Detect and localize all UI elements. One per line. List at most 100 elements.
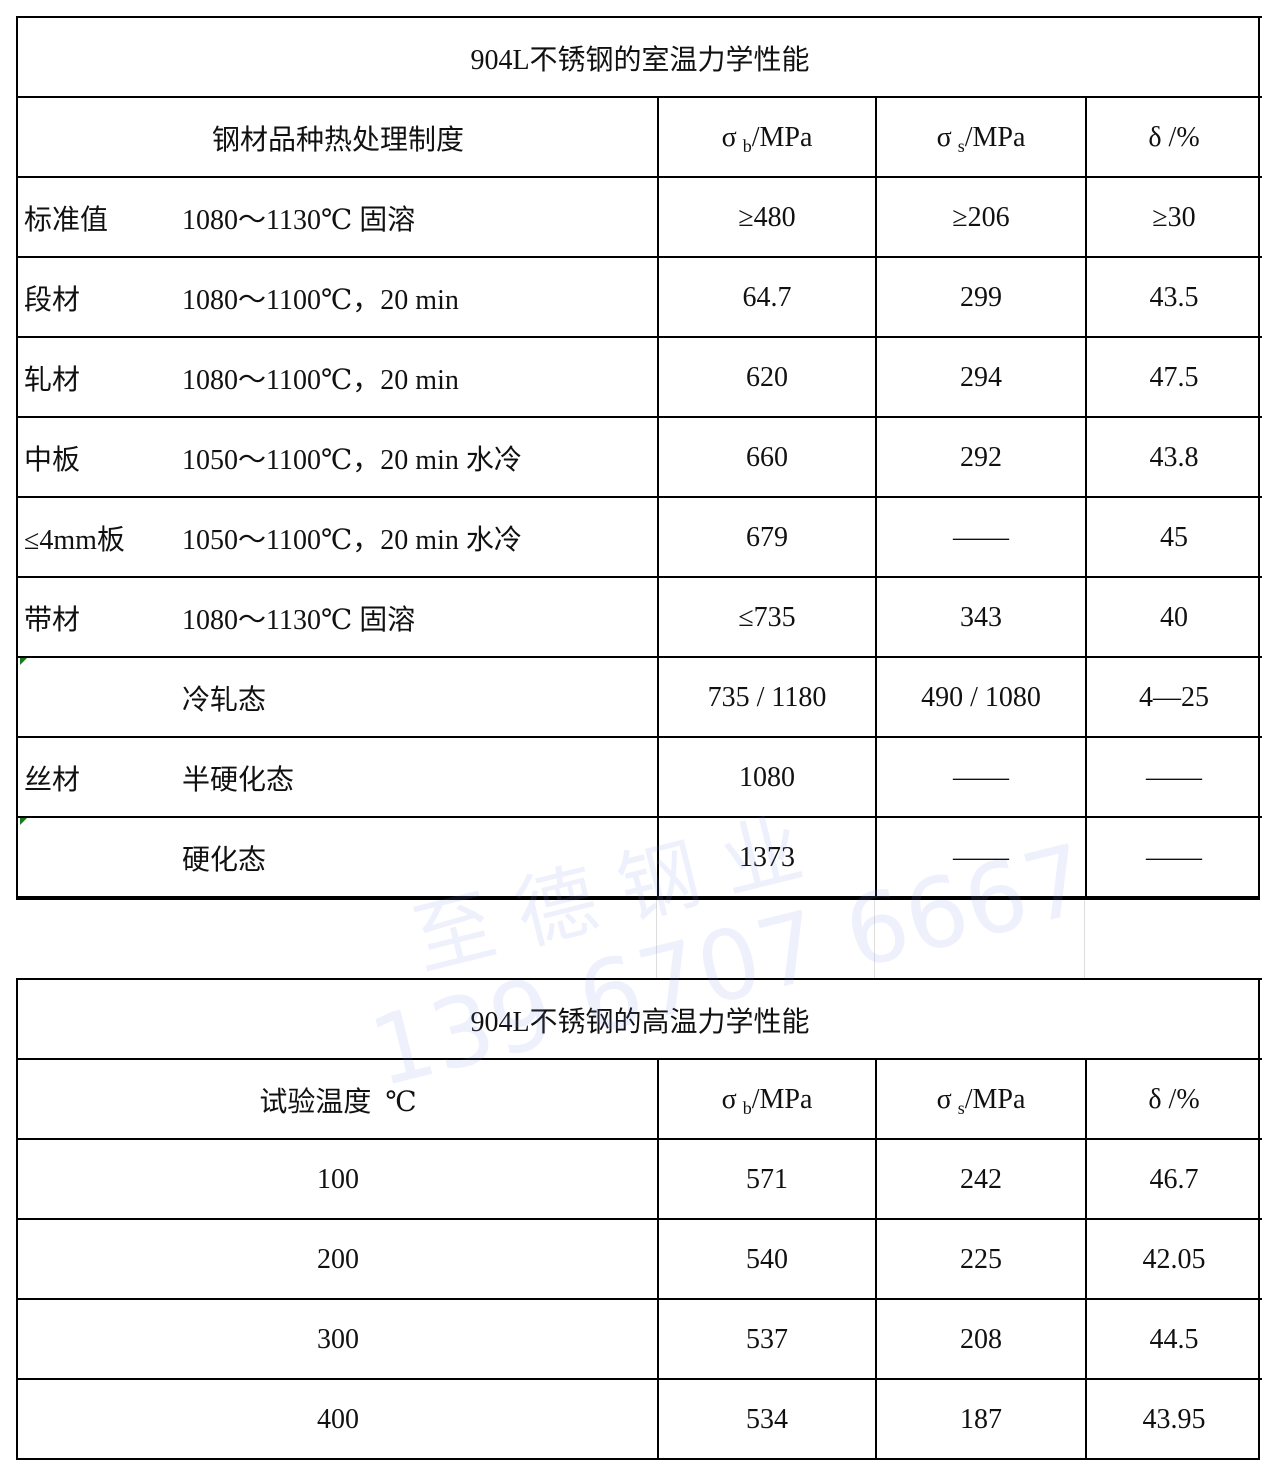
delta-cell: 43.95 [1142, 1404, 1206, 1435]
table-row: 100 571 242 46.7 [18, 1138, 1262, 1218]
treatment-label: 1050～1100℃，20 min 水冷 [182, 445, 522, 476]
delta-cell: 42.05 [1142, 1244, 1206, 1275]
table-row: 中板 1050～1100℃，20 min 水冷 660 292 43.8 [18, 416, 1262, 496]
table-row: ≤4mm板 1050～1100℃，20 min 水冷 679 —— 45 [18, 496, 1262, 576]
sigma-s-cell: —— [953, 842, 1009, 873]
table-row: 硬化态 1373 —— —— [18, 816, 1262, 896]
sigma_s-unit: /MPa [964, 1084, 1026, 1115]
table-row: 300 537 208 44.5 [18, 1298, 1262, 1378]
sigma-b-cell: 735 / 1180 [707, 682, 827, 713]
temperature-cell: 100 [317, 1164, 359, 1195]
sigma_s-sub: s [957, 1097, 965, 1118]
delta-cell: 43.8 [1149, 442, 1199, 473]
delta-cell: 4—25 [1139, 682, 1209, 713]
sigma-s-cell: 242 [960, 1164, 1002, 1195]
category-label: ≤4mm板 [24, 525, 125, 556]
sigma-s-cell: —— [953, 762, 1009, 793]
sigma-s-cell: ≥206 [952, 202, 1010, 233]
sigma_b-sub: b [742, 1097, 752, 1118]
temperature-cell: 400 [317, 1404, 359, 1435]
treatment-label: 1080～1100℃，20 min [182, 285, 459, 316]
sigma_s-header: σ s/MPa [876, 1060, 1086, 1140]
sigma-b-cell: 620 [746, 362, 788, 393]
cell-comment-marker [20, 658, 27, 665]
sigma_s-header: σ s/MPa [876, 98, 1086, 178]
sigma_b-unit: /MPa [751, 122, 813, 153]
sigma-b-cell: 537 [746, 1324, 788, 1355]
category-label: 中板 [24, 445, 81, 476]
sigma-b-cell: 660 [746, 442, 788, 473]
table-row: 轧材 1080～1100℃，20 min 620 294 47.5 [18, 336, 1262, 416]
high-temperature-table: 904L不锈钢的高温力学性能 试验温度 ℃ σ b/MPa σ s/MPa δ /% 100 5… [16, 978, 1262, 1460]
delta-cell: —— [1146, 842, 1202, 873]
header-row: 试验温度 ℃ σ b/MPa σ s/MPa δ /% [18, 1058, 1262, 1138]
table-row: 带材 1080～1130℃ 固溶 ≤735 343 40 [18, 576, 1262, 656]
column-divider [875, 96, 877, 896]
sigma_s-symbol: σ [936, 122, 952, 153]
sigma-s-cell: 490 / 1080 [921, 682, 1041, 713]
column-divider [1085, 96, 1087, 896]
sigma-s-cell: 208 [960, 1324, 1002, 1355]
column-divider [657, 1058, 659, 1458]
sigma-b-cell: ≥480 [738, 202, 796, 233]
sigma_b-header: σ b/MPa [658, 1060, 876, 1140]
delta-cell: —— [1146, 762, 1202, 793]
treatment-label: 1080～1130℃ 固溶 [182, 205, 416, 236]
header-row: 钢材品种热处理制度 σ b/MPa σ s/MPa δ /% [18, 96, 1262, 176]
sigma_b-sub: b [742, 135, 752, 156]
sigma_b-symbol: σ [721, 1084, 737, 1115]
category-label: 轧材 [24, 365, 81, 396]
row-label: 冷轧态 [18, 658, 658, 738]
delta-cell: 43.5 [1149, 282, 1199, 313]
treatment-label: 硬化态 [182, 845, 267, 876]
sigma_s-sub: s [957, 135, 965, 156]
row-label: 段材 1080～1100℃，20 min [18, 258, 658, 338]
table-title-row: 904L不锈钢的室温力学性能 [18, 16, 1262, 96]
category-label: 标准值 [24, 205, 109, 236]
column-divider [657, 96, 659, 896]
category-label: 带材 [24, 605, 81, 636]
treatment-label: 1080～1130℃ 固溶 [182, 605, 416, 636]
sigma-b-cell: 540 [746, 1244, 788, 1275]
row-label: 标准值 1080～1130℃ 固溶 [18, 178, 658, 258]
table-row: 冷轧态 735 / 1180 490 / 1080 4—25 [18, 656, 1262, 736]
treatment-label: 半硬化态 [182, 765, 295, 796]
treatment-label: 冷轧态 [182, 685, 267, 716]
row-label: 带材 1080～1130℃ 固溶 [18, 578, 658, 658]
sigma_b-symbol: σ [721, 122, 737, 153]
table-row: 400 534 187 43.95 [18, 1378, 1262, 1458]
sigma_b-unit: /MPa [751, 1084, 813, 1115]
sigma-b-cell: 534 [746, 1404, 788, 1435]
sigma-b-cell: 679 [746, 522, 788, 553]
delta-cell: 40 [1160, 602, 1188, 633]
table-row: 200 540 225 42.05 [18, 1218, 1262, 1298]
table-row: 标准值 1080～1130℃ 固溶 ≥480 ≥206 ≥30 [18, 176, 1262, 256]
sigma-b-cell: 1080 [739, 762, 795, 793]
sigma_b-header: σ b/MPa [658, 98, 876, 178]
delta-cell: 45 [1160, 522, 1188, 553]
delta-cell: 46.7 [1149, 1164, 1199, 1195]
room-temperature-table: 904L不锈钢的室温力学性能 钢材品种热处理制度 σ b/MPa σ s/MPa δ /% 标… [16, 16, 1262, 898]
sigma-b-cell: 1373 [739, 842, 795, 873]
sigma-b-cell: 571 [746, 1164, 788, 1195]
sigma-b-cell: 64.7 [742, 282, 792, 313]
temperature-cell: 300 [317, 1324, 359, 1355]
treatment-header: 钢材品种热处理制度 [211, 125, 464, 156]
row-label: 硬化态 [18, 818, 658, 898]
row-label: 轧材 1080～1100℃，20 min [18, 338, 658, 418]
delta-cell: ≥30 [1152, 202, 1196, 233]
row-label: ≤4mm板 1050～1100℃，20 min 水冷 [18, 498, 658, 578]
delta-header: δ /% [1148, 1084, 1200, 1115]
table-spacer [16, 898, 1260, 980]
row-label: 丝材 半硬化态 [18, 738, 658, 818]
treatment-label: 1050～1100℃，20 min 水冷 [182, 525, 522, 556]
table-title: 904L不锈钢的高温力学性能 [470, 1007, 810, 1038]
sigma-s-cell: 294 [960, 362, 1002, 393]
sigma-s-cell: 343 [960, 602, 1002, 633]
column-divider [1085, 1058, 1087, 1458]
sigma-s-cell: 299 [960, 282, 1002, 313]
sigma-b-cell: ≤735 [738, 602, 796, 633]
sigma-s-cell: 292 [960, 442, 1002, 473]
delta-cell: 44.5 [1149, 1324, 1199, 1355]
delta-header: δ /% [1148, 122, 1200, 153]
